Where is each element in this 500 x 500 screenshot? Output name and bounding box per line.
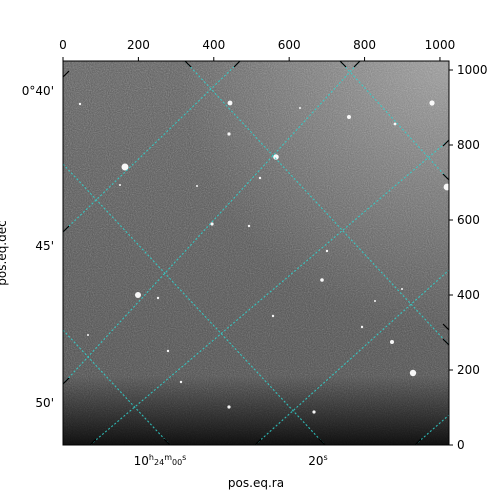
star: [227, 132, 231, 136]
grid-line: [254, 269, 449, 445]
dec-tick-label-part: 50: [35, 396, 50, 410]
ra-tick-label-part: s: [324, 453, 328, 462]
grid-line: [63, 163, 326, 445]
grid-line: [414, 414, 449, 445]
star: [196, 185, 198, 187]
grid-edge-tick: [89, 438, 97, 446]
grid-edge-tick: [414, 438, 422, 446]
star: [78, 102, 82, 106]
star: [179, 380, 183, 384]
right-axis-tick-label: 1000: [457, 63, 488, 77]
image-background: [63, 61, 449, 445]
star: [325, 249, 329, 253]
dec-tick-label-part: 45: [35, 239, 50, 253]
grid-edge-tick: [163, 438, 171, 446]
right-axis-tick-label: 0: [457, 438, 465, 452]
ra-tick-label-part: m: [164, 453, 172, 462]
dec-tick-label-part: ': [51, 396, 54, 410]
star: [227, 405, 231, 409]
plot-frame: [62, 60, 450, 446]
grid-line: [63, 61, 241, 233]
right-pixel-axis: 0 200 400 600 800 1000: [449, 63, 488, 452]
top-pixel-axis: 0 200 400 600 800 1000: [59, 38, 455, 61]
x-axis-label: pos.eq.ra: [228, 476, 284, 490]
dec-tick-label-part: ': [51, 84, 54, 98]
right-axis-tick-label: 200: [457, 363, 480, 377]
y-axis-label: pos.eq.dec: [0, 220, 9, 285]
star-field: [78, 100, 449, 414]
ra-tick-label-part: 00: [172, 458, 182, 467]
grid-line: [339, 61, 449, 181]
grid-line: [63, 61, 361, 385]
star: [119, 184, 121, 186]
top-axis-tick-label: 400: [202, 38, 225, 52]
dec-tick-label: 45': [35, 239, 54, 253]
ra-tick-label-part: s: [182, 453, 186, 462]
star: [299, 107, 301, 109]
grid-line: [184, 61, 449, 346]
star: [390, 340, 394, 344]
ra-tick-label-part: h: [149, 453, 154, 462]
star: [273, 154, 279, 160]
star: [443, 183, 449, 191]
grid-edge-tick: [62, 225, 70, 233]
star: [409, 369, 417, 377]
ra-tick-label-part: 20: [308, 454, 323, 468]
star: [320, 278, 324, 282]
star: [227, 100, 233, 106]
grid-edge-tick: [442, 338, 450, 346]
star: [312, 410, 316, 414]
grid-edge-tick: [442, 139, 450, 147]
star: [258, 176, 262, 180]
grid-edge-tick: [184, 60, 192, 68]
star: [156, 296, 160, 300]
dec-tick-label: 0°40': [22, 84, 54, 98]
grid-edge-tick: [442, 323, 450, 331]
right-axis-tick-label: 800: [457, 138, 480, 152]
star: [347, 115, 351, 119]
star: [393, 122, 397, 126]
star: [360, 325, 364, 329]
star: [429, 100, 435, 106]
star: [401, 288, 403, 290]
top-axis-tick-label: 200: [127, 38, 150, 52]
star: [210, 222, 214, 226]
coordinate-grid: [63, 61, 449, 445]
star: [374, 300, 376, 302]
bottom-ra-axis: 10h24m00s 20s: [134, 453, 328, 468]
top-axis-tick-label: 0: [59, 38, 67, 52]
ra-tick-label: 10h24m00s: [134, 453, 187, 468]
top-axis-tick-label: 800: [353, 38, 376, 52]
grid-line: [89, 139, 449, 445]
frame-grid-ticks: [62, 60, 450, 446]
dec-tick-label-part: ': [51, 239, 54, 253]
grid-edge-tick: [62, 377, 70, 385]
star: [166, 349, 170, 353]
ra-tick-label-part: 10: [134, 454, 149, 468]
right-axis-tick-label: 600: [457, 213, 480, 227]
left-dec-axis: 0°40'45'50': [22, 84, 54, 410]
top-axis-tick-label: 1000: [425, 38, 456, 52]
star: [271, 314, 275, 318]
grid-edge-tick: [233, 60, 241, 68]
right-axis-tick-label: 400: [457, 288, 480, 302]
grid-edge-tick: [62, 70, 70, 78]
star: [135, 292, 141, 298]
star: [247, 224, 251, 228]
grid-edge-tick: [318, 438, 326, 446]
dec-tick-label-part: 0°40: [22, 84, 51, 98]
dec-tick-label: 50': [35, 396, 54, 410]
grid-edge-tick: [339, 60, 347, 68]
ra-tick-label-part: 24: [154, 458, 164, 467]
star: [87, 334, 89, 336]
grid-edge-tick: [254, 438, 262, 446]
star: [121, 163, 129, 171]
ra-tick-label: 20s: [308, 453, 327, 468]
top-axis-tick-label: 600: [278, 38, 301, 52]
grid-edge-tick: [353, 60, 361, 68]
grid-edge-tick: [442, 173, 450, 181]
